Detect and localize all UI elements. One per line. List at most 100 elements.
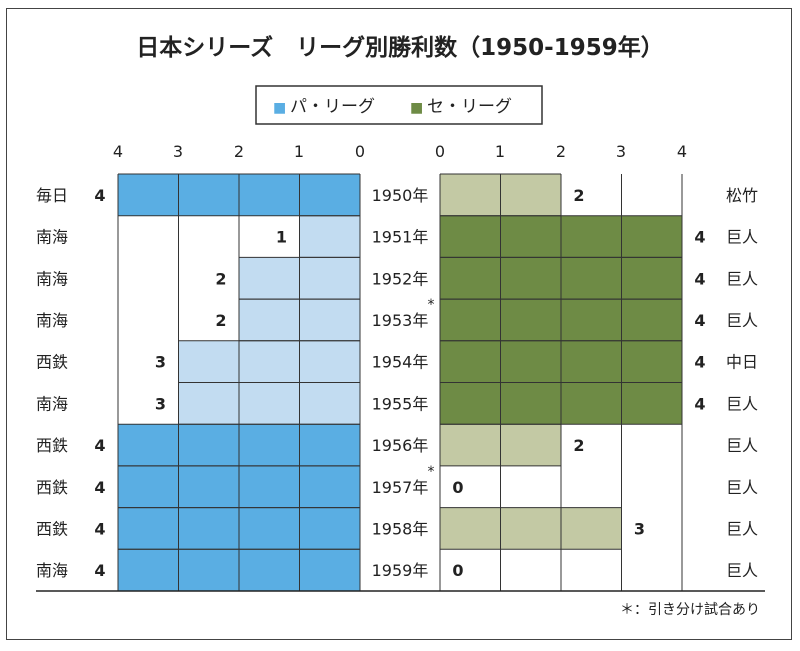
pa-win-bar: [118, 507, 179, 550]
pa-team-label: 西鉄: [36, 478, 68, 497]
pa-win-bar: [299, 465, 360, 508]
chart-title: 日本シリーズ リーグ別勝利数（1950-1959年）: [136, 34, 663, 61]
pa-win-bar: [178, 424, 239, 466]
pa-win-bar: [299, 340, 360, 383]
pa-win-bar: [299, 549, 360, 591]
year-label: 1958年: [372, 519, 429, 538]
right-tick-label: 3: [616, 142, 626, 161]
pa-team-label: 南海: [36, 228, 68, 247]
ce-win-bar: [561, 340, 622, 383]
pa-team-label: 西鉄: [36, 519, 68, 538]
pa-wins-label: 2: [215, 311, 226, 330]
ce-wins-label: 3: [634, 519, 645, 538]
year-label: 1951年: [372, 228, 429, 247]
right-axis-ticks: 0 1 2 3 4: [435, 142, 687, 161]
ce-team-label: 巨人: [726, 561, 758, 580]
pa-win-bar: [178, 340, 239, 383]
year-label: 1952年: [372, 269, 429, 288]
pa-win-bar: [299, 215, 360, 258]
ce-win-bar: [500, 340, 561, 383]
year-label: 1957年: [372, 478, 429, 497]
year-label: 1950年: [372, 186, 429, 205]
ce-win-bar: [621, 299, 682, 341]
pa-wins-label: 4: [94, 436, 105, 455]
ce-wins-label: 2: [573, 186, 584, 205]
ce-team-label: 巨人: [726, 228, 758, 247]
ce-team-label: 巨人: [726, 311, 758, 330]
ce-win-bar: [500, 174, 561, 216]
right-tick-label: 4: [677, 142, 687, 161]
ce-win-bar: [500, 424, 561, 466]
pa-win-bar: [239, 174, 300, 216]
pa-win-bar: [299, 507, 360, 550]
pa-win-bar: [118, 549, 179, 591]
legend-ce-swatch: ■: [410, 100, 423, 116]
pa-win-bar: [299, 382, 360, 425]
footnote: ＊：引き分け試合あり: [620, 602, 760, 618]
ce-win-bar: [500, 215, 561, 258]
ce-team-label: 松竹: [726, 186, 758, 205]
left-tick-label: 1: [294, 142, 304, 161]
year-label: 1956年: [372, 436, 429, 455]
pa-win-bar: [239, 299, 300, 341]
pa-win-bar: [118, 174, 179, 216]
pa-win-bar: [299, 299, 360, 341]
legend: ■ パ・リーグ ■ セ・リーグ: [255, 85, 543, 125]
ce-win-bar: [561, 257, 622, 300]
year-label: 1954年: [372, 353, 429, 372]
pa-win-bar: [118, 465, 179, 508]
ce-win-bar: [621, 340, 682, 383]
ce-wins-label: 0: [452, 561, 463, 580]
legend-pa-swatch: ■: [273, 100, 286, 116]
pa-win-bar: [239, 424, 300, 466]
pa-wins-label: 4: [94, 186, 105, 205]
pa-win-bar: [299, 424, 360, 466]
pa-win-bar: [178, 382, 239, 425]
ce-win-bar: [440, 340, 501, 383]
legend-pa-label: パ・リーグ: [290, 97, 375, 117]
ce-win-bar: [621, 382, 682, 425]
pa-win-bar: [118, 424, 179, 466]
pa-wins-label: 3: [155, 353, 166, 372]
ce-win-bar: [561, 215, 622, 258]
ce-wins-label: 0: [452, 478, 463, 497]
left-tick-label: 0: [355, 142, 365, 161]
pa-win-bar: [239, 507, 300, 550]
ce-wins-label: 4: [694, 311, 705, 330]
ce-win-bar: [440, 424, 501, 466]
pa-wins-label: 1: [276, 228, 287, 247]
ce-win-bar: [440, 507, 501, 550]
legend-ce-label: セ・リーグ: [427, 97, 512, 117]
ce-win-bar: [440, 299, 501, 341]
year-label: 1953年: [372, 311, 429, 330]
pa-team-label: 南海: [36, 269, 68, 288]
pa-win-bar: [178, 507, 239, 550]
ce-win-bar: [500, 382, 561, 425]
pa-team-label: 西鉄: [36, 353, 68, 372]
draw-marker: *: [428, 297, 435, 313]
pa-wins-label: 4: [94, 478, 105, 497]
ce-win-bar: [500, 257, 561, 300]
right-tick-label: 2: [556, 142, 566, 161]
ce-wins-label: 4: [694, 228, 705, 247]
ce-win-bar: [440, 215, 501, 258]
pa-win-bar: [299, 257, 360, 300]
ce-team-label: 巨人: [726, 394, 758, 413]
pa-wins-label: 3: [155, 394, 166, 413]
bars-layer: [118, 174, 682, 591]
ce-wins-label: 4: [694, 394, 705, 413]
pa-win-bar: [239, 340, 300, 383]
pa-wins-label: 4: [94, 519, 105, 538]
pa-win-bar: [178, 174, 239, 216]
ce-win-bar: [561, 382, 622, 425]
left-tick-label: 4: [113, 142, 123, 161]
right-tick-label: 1: [495, 142, 505, 161]
ce-win-bar: [561, 299, 622, 341]
grid-layer: [117, 173, 683, 592]
ce-win-bar: [440, 257, 501, 300]
ce-wins-label: 2: [573, 436, 584, 455]
pa-team-label: 西鉄: [36, 436, 68, 455]
ce-team-label: 巨人: [726, 519, 758, 538]
